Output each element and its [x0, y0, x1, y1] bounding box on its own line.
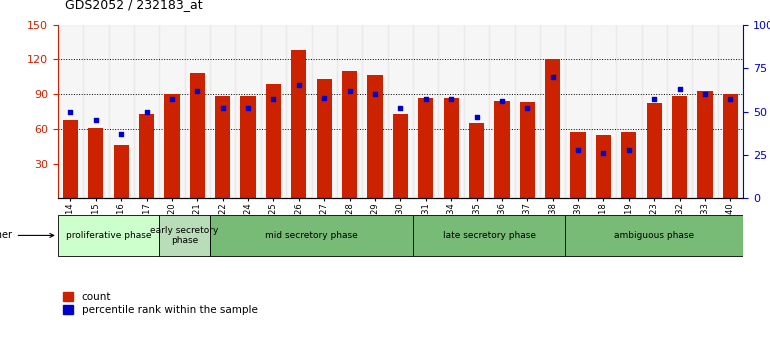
Bar — [418, 98, 434, 198]
Bar — [266, 84, 281, 198]
Bar — [240, 97, 256, 198]
Point — [598, 150, 610, 156]
Point — [166, 97, 178, 102]
Text: GDS2052 / 232183_at: GDS2052 / 232183_at — [65, 0, 203, 11]
Point — [725, 97, 737, 102]
Bar — [134, 25, 159, 198]
Point — [89, 118, 102, 123]
Point — [343, 88, 356, 93]
Bar — [565, 25, 591, 198]
Point — [674, 86, 686, 92]
Point — [648, 97, 661, 102]
Bar — [596, 135, 611, 198]
Bar — [591, 25, 616, 198]
Text: late secretory phase: late secretory phase — [443, 231, 536, 240]
Bar — [413, 25, 438, 198]
Bar — [641, 25, 667, 198]
Bar — [215, 97, 230, 198]
Bar — [647, 103, 662, 198]
Bar — [667, 25, 692, 198]
Bar — [438, 25, 464, 198]
Bar — [621, 132, 637, 198]
Text: other: other — [0, 230, 54, 240]
Bar — [159, 25, 185, 198]
Bar — [393, 114, 408, 198]
Text: early secretory
phase: early secretory phase — [150, 226, 219, 245]
Bar — [571, 132, 586, 198]
Point — [140, 109, 152, 114]
Legend: count, percentile rank within the sample: count, percentile rank within the sample — [63, 292, 258, 315]
Bar — [388, 25, 413, 198]
Point — [318, 95, 330, 101]
Point — [191, 88, 203, 93]
Point — [699, 91, 711, 97]
Bar — [464, 25, 489, 198]
Bar — [210, 25, 236, 198]
Point — [64, 109, 76, 114]
Bar — [363, 25, 388, 198]
Bar — [139, 114, 154, 198]
Bar — [469, 123, 484, 198]
Point — [394, 105, 407, 111]
Point — [496, 98, 508, 104]
FancyBboxPatch shape — [159, 215, 210, 256]
Bar — [718, 25, 743, 198]
Bar — [189, 73, 205, 198]
Bar — [342, 71, 357, 198]
Bar — [114, 145, 129, 198]
Bar — [261, 25, 286, 198]
Point — [623, 147, 635, 153]
Bar — [367, 74, 383, 198]
Bar — [444, 98, 459, 198]
Point — [547, 74, 559, 80]
Bar — [109, 25, 134, 198]
Bar — [58, 25, 83, 198]
Point — [470, 114, 483, 120]
Bar — [520, 102, 535, 198]
Bar — [723, 94, 738, 198]
Bar — [337, 25, 363, 198]
Bar — [692, 25, 718, 198]
Point — [293, 82, 305, 88]
Bar — [494, 101, 510, 198]
Bar — [63, 120, 78, 198]
Bar — [83, 25, 109, 198]
Bar — [514, 25, 540, 198]
Bar — [164, 94, 179, 198]
FancyBboxPatch shape — [210, 215, 413, 256]
FancyBboxPatch shape — [58, 215, 159, 256]
Bar — [286, 25, 312, 198]
Point — [115, 131, 127, 137]
FancyBboxPatch shape — [565, 215, 743, 256]
Point — [521, 105, 534, 111]
Bar — [236, 25, 261, 198]
Bar — [616, 25, 641, 198]
Point — [445, 97, 457, 102]
Point — [242, 105, 254, 111]
Bar — [540, 25, 565, 198]
Point — [572, 147, 584, 153]
Bar — [312, 25, 337, 198]
Point — [267, 97, 280, 102]
Text: proliferative phase: proliferative phase — [65, 231, 151, 240]
Bar — [545, 59, 561, 198]
Bar — [672, 97, 687, 198]
Text: ambiguous phase: ambiguous phase — [614, 231, 695, 240]
Bar — [89, 128, 103, 198]
Bar — [698, 91, 712, 198]
Bar — [316, 79, 332, 198]
Point — [420, 97, 432, 102]
Point — [369, 91, 381, 97]
Bar — [291, 50, 306, 198]
Bar — [185, 25, 210, 198]
Bar — [489, 25, 514, 198]
Text: mid secretory phase: mid secretory phase — [265, 231, 358, 240]
Point — [216, 105, 229, 111]
FancyBboxPatch shape — [413, 215, 565, 256]
